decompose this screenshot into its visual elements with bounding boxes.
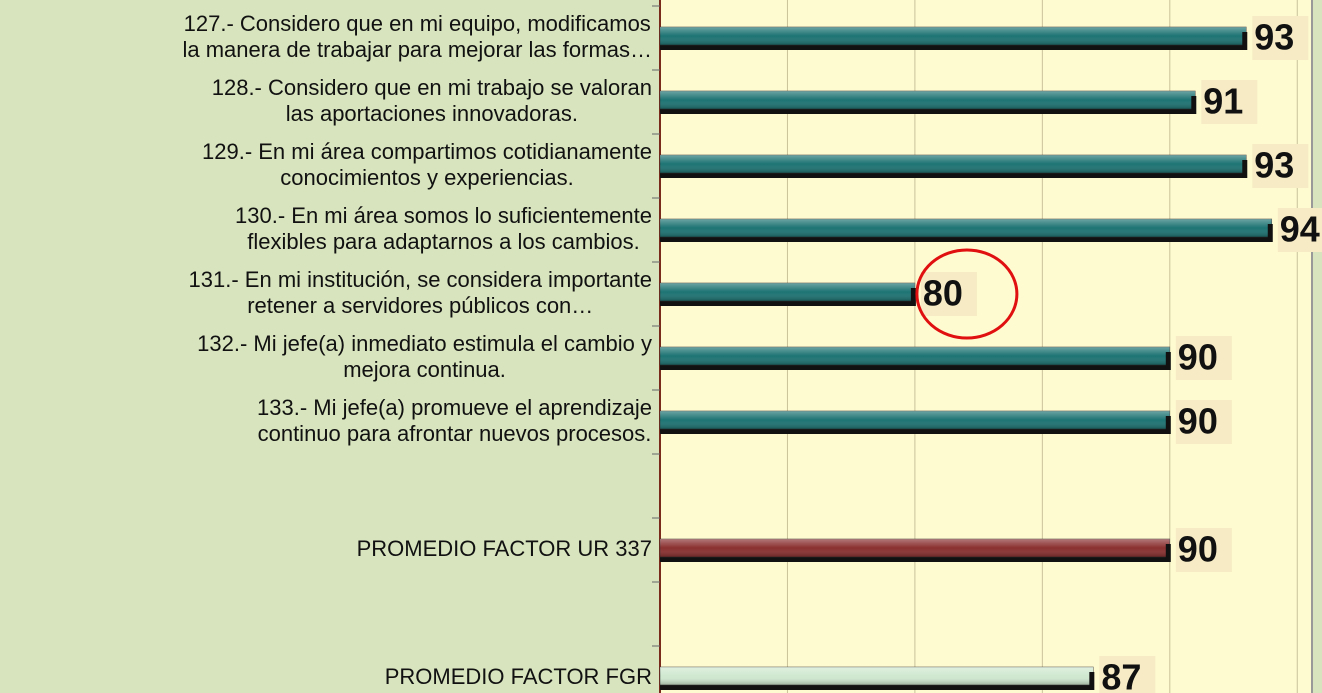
value-label: 87: [1101, 657, 1141, 693]
y-tick-label: 127.- Considero que en mi equipo, modifi…: [182, 11, 652, 62]
y-tick-label: PROMEDIO FACTOR FGR: [384, 664, 652, 689]
bar-shade: [660, 539, 1170, 557]
bar-end: [1267, 224, 1273, 242]
value-label: 91: [1203, 81, 1243, 122]
bar-end: [1165, 416, 1171, 434]
y-tick-label-box: 127.- Considero que en mi equipo, modifi…: [0, 11, 652, 63]
bar-end: [1165, 352, 1171, 370]
bar-shade: [660, 347, 1170, 365]
value-label-bg: [1252, 144, 1309, 188]
bar-shade: [660, 411, 1170, 429]
value-label-bg: [920, 272, 977, 316]
y-tick-label-box: 132.- Mi jefe(a) inmediato estimula el c…: [0, 331, 652, 383]
bar-shadow: [660, 108, 1196, 114]
y-tick-label-box: 129.- En mi área compartimos cotidianame…: [0, 139, 652, 191]
y-tick-label: 129.- En mi área compartimos cotidianame…: [202, 139, 652, 190]
bar-end: [1242, 160, 1248, 178]
bar-shade: [660, 27, 1247, 45]
value-label-bg: [1175, 400, 1232, 444]
value-label: 90: [1178, 529, 1218, 570]
bar-shade: [660, 91, 1196, 109]
bar-shadow: [660, 428, 1170, 434]
value-label-bg: [1277, 208, 1322, 252]
y-tick-label-box: PROMEDIO FACTOR FGR: [0, 664, 652, 690]
bar-end: [1165, 544, 1171, 562]
bar-shade: [660, 155, 1247, 173]
bar-end: [1089, 672, 1095, 690]
bar-shadow: [660, 236, 1272, 242]
bar-shade: [660, 283, 915, 301]
bar-shade: [660, 219, 1272, 237]
y-tick-label-box: 131.- En mi institución, se considera im…: [0, 267, 652, 319]
bar-shadow: [660, 556, 1170, 562]
bar-end: [1242, 32, 1248, 50]
value-label: 90: [1178, 337, 1218, 378]
bar-end: [1191, 96, 1197, 114]
y-tick-label: 128.- Considero que en mi trabajo se val…: [211, 75, 652, 126]
value-label: 93: [1254, 17, 1294, 58]
value-label-bg: [1201, 80, 1258, 124]
y-tick-label-box: PROMEDIO FACTOR UR 337: [0, 536, 652, 562]
value-label-bg: [1252, 16, 1309, 60]
bar-end: [910, 288, 916, 306]
y-tick-label: 130.- En mi área somos lo suficientement…: [235, 203, 652, 254]
value-label: 80: [923, 273, 963, 314]
value-label-bg: [1175, 336, 1232, 380]
bar-shadow: [660, 684, 1094, 690]
highlight-circle: [915, 248, 1019, 340]
y-tick-label: 133.- Mi jefe(a) promueve el aprendizaje…: [257, 395, 652, 446]
bar-shadow: [660, 364, 1170, 370]
bar-shadow: [660, 44, 1247, 50]
value-label: 94: [1280, 209, 1320, 250]
y-tick-label: 131.- En mi institución, se considera im…: [188, 267, 652, 318]
value-label-bg: [1099, 656, 1156, 693]
y-tick-label-box: 128.- Considero que en mi trabajo se val…: [0, 75, 652, 127]
value-label: 90: [1178, 401, 1218, 442]
y-tick-label: PROMEDIO FACTOR UR 337: [356, 536, 652, 561]
bar-shadow: [660, 300, 915, 306]
y-tick-label-box: 130.- En mi área somos lo suficientement…: [0, 203, 652, 255]
y-tick-label-box: 133.- Mi jefe(a) promueve el aprendizaje…: [0, 395, 652, 447]
value-label: 93: [1254, 145, 1294, 186]
y-tick-label: 132.- Mi jefe(a) inmediato estimula el c…: [197, 331, 652, 382]
value-label-bg: [1175, 528, 1232, 572]
bar-shade: [660, 667, 1094, 685]
bar-shadow: [660, 172, 1247, 178]
